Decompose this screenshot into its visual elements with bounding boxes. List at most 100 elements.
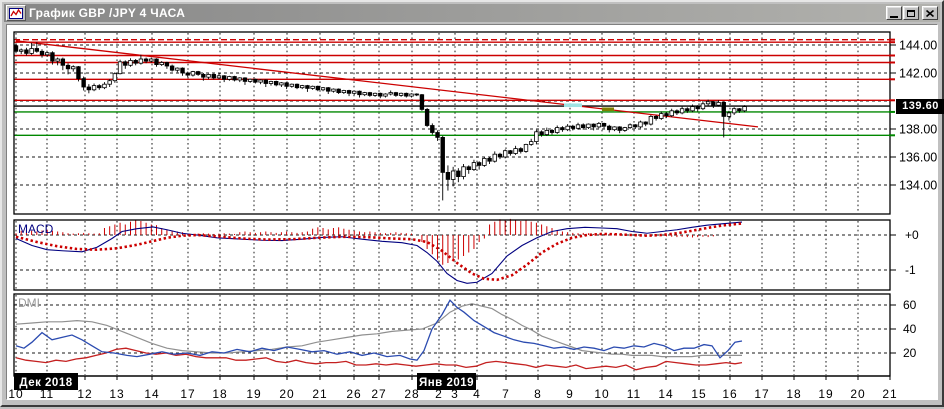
candle-body xyxy=(91,85,97,91)
candle-body xyxy=(700,103,706,110)
macd-label: MACD xyxy=(18,222,54,236)
candle-body xyxy=(539,131,544,136)
candle-body xyxy=(346,90,352,94)
candle-body xyxy=(674,110,680,114)
candle-body xyxy=(731,108,737,114)
x-axis-day-label: 2 xyxy=(435,387,443,401)
candle-body xyxy=(534,131,539,143)
candle-body xyxy=(201,74,206,78)
candle-body xyxy=(383,93,388,97)
close-button[interactable] xyxy=(922,6,938,20)
candle-body xyxy=(669,110,674,117)
candle-body xyxy=(643,121,648,125)
x-axis-day-label: 7 xyxy=(502,387,510,401)
x-axis-day-label: 27 xyxy=(371,387,386,401)
candle-body xyxy=(362,92,367,96)
candle-body xyxy=(326,87,331,92)
price-tick-label: 142.00 xyxy=(899,67,937,81)
candle-body xyxy=(586,123,591,128)
candle-body xyxy=(117,61,123,75)
candle-body xyxy=(648,116,654,125)
macd-line xyxy=(15,221,743,284)
x-axis-day-label: 21 xyxy=(312,387,327,401)
candle-body xyxy=(737,108,742,112)
x-axis-day-label: 3 xyxy=(451,387,459,401)
candle-body xyxy=(513,148,518,154)
candle-body xyxy=(721,102,726,117)
x-axis-day-label: 15 xyxy=(691,387,706,401)
candle-body xyxy=(679,108,685,114)
candle-body xyxy=(273,81,279,86)
candle-body xyxy=(237,77,242,81)
candle-body xyxy=(55,58,60,62)
dmi-tick-label: 20 xyxy=(903,346,917,360)
candle-body xyxy=(164,62,170,67)
dmi-adx-line xyxy=(15,303,742,358)
candle-body xyxy=(81,78,86,88)
candle-body xyxy=(180,67,185,74)
candle-body xyxy=(549,129,555,133)
macd-signal-line xyxy=(15,222,743,282)
x-axis-day-label: 28 xyxy=(404,387,419,401)
candle-body xyxy=(581,124,586,129)
candle-body xyxy=(195,71,201,75)
candle-body xyxy=(76,66,81,79)
maximize-button[interactable] xyxy=(903,6,919,20)
minimize-button[interactable] xyxy=(886,6,902,20)
candle-body xyxy=(502,150,508,158)
candle-body xyxy=(169,65,175,71)
current-price-badge: 139.60 xyxy=(896,99,944,114)
candle-body xyxy=(279,82,284,86)
candle-body xyxy=(476,162,482,166)
candle-body xyxy=(487,157,492,162)
panel-border xyxy=(13,31,891,215)
candle-body xyxy=(430,125,435,133)
candle-body xyxy=(258,79,263,83)
candle-body xyxy=(143,58,149,62)
candle-body xyxy=(612,126,617,131)
candle-body xyxy=(560,127,565,131)
x-axis-day-label: 14 xyxy=(144,387,159,401)
candle-body xyxy=(320,87,326,91)
trendline[interactable] xyxy=(15,40,759,128)
candle-body xyxy=(310,85,315,89)
candle-body xyxy=(388,92,393,95)
candle-body xyxy=(627,124,633,129)
candle-body xyxy=(492,153,497,162)
candle-body xyxy=(357,90,362,96)
candle-body xyxy=(471,162,477,171)
candle-body xyxy=(133,60,138,64)
candle-body xyxy=(300,85,305,89)
candle-body xyxy=(154,58,159,65)
x-axis-day-label: 12 xyxy=(77,387,92,401)
candle-body xyxy=(466,166,471,171)
x-axis-day-label: 11 xyxy=(627,387,641,401)
trendline-highlight xyxy=(564,103,582,108)
candle-body xyxy=(45,52,50,56)
candle-body xyxy=(227,76,232,80)
candle-body xyxy=(289,83,295,87)
candle-body xyxy=(65,64,71,70)
candle-body xyxy=(60,58,66,66)
candle-body xyxy=(705,101,711,105)
trendline-highlight xyxy=(602,107,614,112)
month-marker-label: Дек 2018 xyxy=(19,377,72,389)
candle-body xyxy=(315,85,321,91)
candle-body xyxy=(206,74,211,78)
candle-body xyxy=(216,75,222,79)
candle-body xyxy=(97,85,102,89)
titlebar[interactable]: График GBP /JPY 4 ЧАСА xyxy=(4,4,940,22)
x-axis-day-label: 13 xyxy=(109,387,124,401)
price-tick-label: 136.00 xyxy=(899,151,937,165)
candle-body xyxy=(185,72,190,76)
candle-body xyxy=(482,157,487,166)
x-axis-day-label: 9 xyxy=(566,387,574,401)
price-tick-label: 144.00 xyxy=(899,39,937,53)
candle-body xyxy=(690,106,695,112)
x-axis-day-label: 17 xyxy=(180,387,195,401)
candle-body xyxy=(268,81,274,84)
x-axis-day-label: 18 xyxy=(786,387,801,401)
window-title: График GBP /JPY 4 ЧАСА xyxy=(29,6,186,20)
